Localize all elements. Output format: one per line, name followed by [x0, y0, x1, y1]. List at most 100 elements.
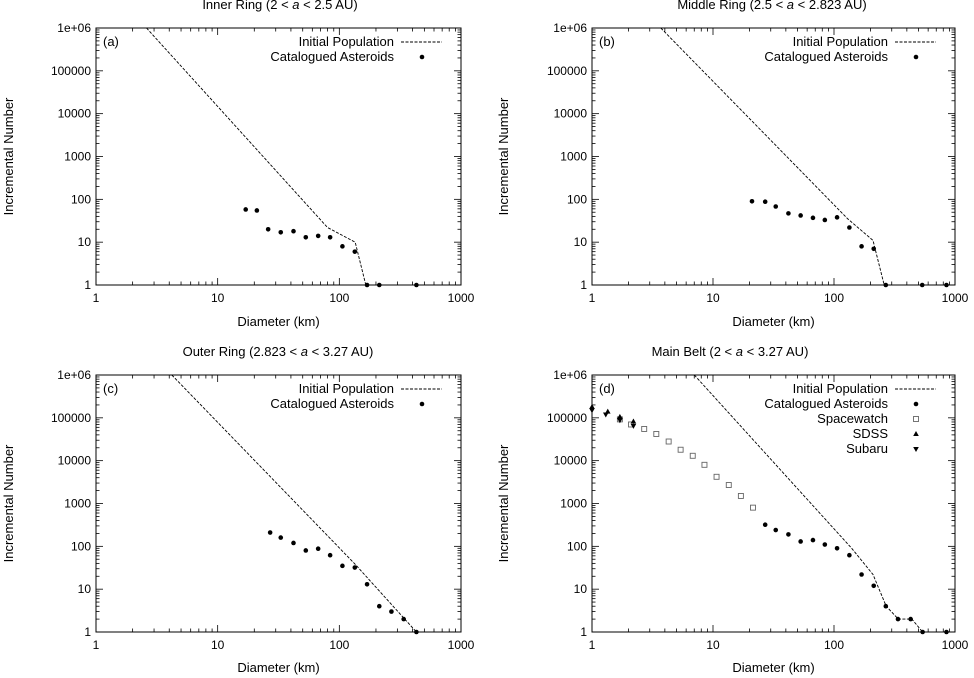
legend-swatch-catalogued-asteroids [419, 54, 425, 60]
catalogued-asteroids-point [352, 249, 358, 254]
spacewatch-point [677, 446, 684, 453]
catalogued-asteroids-point [944, 282, 949, 288]
catalogued-asteroids-point [749, 198, 755, 204]
chart-title-part: a [787, 0, 794, 12]
x-tick-label: 100 [329, 291, 349, 305]
spacewatch-point [750, 504, 756, 511]
catalogued-asteroids-point [762, 522, 768, 527]
sdss-point [604, 408, 611, 414]
x-tick-label: 10 [211, 638, 225, 652]
y-tick-label: 100 [567, 539, 587, 553]
y-tick-label: 1e+06 [553, 368, 587, 382]
y-tick-label: 10 [78, 235, 92, 249]
series-subaru [589, 408, 637, 429]
series-catalogued-asteroids [762, 522, 949, 635]
spacewatch-point [713, 473, 720, 480]
catalogued-asteroids-point [919, 282, 925, 288]
y-tick-label: 1e+06 [57, 21, 91, 35]
y-tick-label: 100000 [51, 64, 91, 78]
catalogued-asteroids-point [376, 282, 382, 288]
chart-panel-b: 1 10 100 1000 1 10 100 1000 10000 100000 1e+06 Midd… [496, 0, 969, 329]
y-axis-label: Incremental Number [496, 97, 511, 215]
spacewatch-point [701, 461, 708, 468]
y-tick-label: 1000 [560, 150, 587, 164]
chart-title: Outer Ring (2.823 < a < 3.27 AU) [183, 344, 374, 359]
x-axis-label: Diameter (km) [732, 660, 814, 675]
x-tick-label: 100 [329, 638, 349, 652]
x-tick-label: 100 [824, 638, 844, 652]
catalogued-asteroids-point [327, 234, 333, 240]
series-initial-population [693, 374, 947, 633]
catalogued-asteroids-point [810, 215, 816, 221]
legend-label-initial-population: Initial Population [299, 381, 394, 396]
legend-label-initial-population: Initial Population [299, 34, 394, 49]
x-axis-label: Diameter (km) [732, 314, 814, 329]
catalogued-asteroids-point [340, 244, 345, 249]
catalogued-asteroids-point [871, 583, 877, 589]
y-tick-label: 10 [574, 235, 588, 249]
y-tick-label: 10000 [554, 454, 588, 468]
spacewatch-point [689, 452, 696, 459]
chart-panel-a: 1 10 100 1000 1 10 100 1000 10000 100000 1e+06 Inne… [1, 0, 475, 329]
legend-label-catalogued-asteroids: Catalogued Asteroids [270, 396, 394, 411]
y-axis-label: Incremental Number [496, 444, 511, 562]
catalogued-asteroids-point [847, 552, 852, 558]
catalogued-asteroids-point [847, 225, 852, 230]
catalogued-asteroids-point [859, 244, 864, 249]
y-tick-label: 100 [71, 539, 91, 553]
legend-swatch-subaru [913, 447, 919, 452]
y-tick-label: 1000 [64, 150, 91, 164]
catalogued-asteroids-point [315, 233, 321, 239]
y-tick-label: 1 [84, 278, 91, 292]
initial-population-line [171, 374, 417, 633]
panel-label: (b) [599, 34, 615, 49]
catalogued-asteroids-point [352, 565, 358, 570]
catalogued-asteroids-point [267, 530, 273, 535]
series-catalogued-asteroids [267, 530, 419, 635]
x-tick-label: 1000 [448, 291, 475, 305]
y-tick-label: 10 [78, 582, 92, 596]
x-tick-label: 10 [211, 291, 225, 305]
chart-title-part: Main Belt (2 < [652, 344, 736, 359]
catalogued-asteroids-point [364, 581, 370, 587]
y-tick-label: 1 [84, 625, 91, 639]
catalogued-asteroids-point [859, 572, 864, 577]
x-axis-label: Diameter (km) [237, 660, 319, 675]
catalogued-asteroids-point [944, 629, 949, 635]
chart-title: Middle Ring (2.5 < a < 2.823 AU) [677, 0, 866, 12]
series-catalogued-asteroids [749, 198, 949, 288]
y-tick-label: 100000 [547, 411, 587, 425]
y-tick-label: 10000 [554, 107, 588, 121]
series-sdss [589, 403, 637, 424]
catalogued-asteroids-point [254, 208, 260, 213]
catalogued-asteroids-point [364, 282, 370, 288]
y-tick-label: 100000 [547, 64, 587, 78]
catalogued-asteroids-point [243, 207, 249, 212]
sdss-point [630, 418, 637, 424]
series-spacewatch [616, 416, 756, 511]
catalogued-asteroids-point [389, 609, 394, 614]
x-tick-label: 10 [706, 638, 720, 652]
legend-label-spacewatch: Spacewatch [817, 411, 888, 426]
legend-swatch-catalogued-asteroids [419, 401, 425, 407]
legend-swatch-catalogued-asteroids [913, 54, 919, 60]
spacewatch-point [725, 482, 732, 488]
x-tick-label: 1000 [448, 638, 475, 652]
y-tick-label: 100 [567, 192, 587, 206]
catalogued-asteroids-point [773, 204, 779, 209]
y-axis-label: Incremental Number [1, 444, 16, 562]
catalogued-asteroids-point [883, 282, 889, 288]
x-tick-label: 100 [824, 291, 844, 305]
y-tick-label: 1 [580, 625, 587, 639]
initial-population-line [660, 27, 885, 286]
chart-title-part: a [292, 0, 299, 12]
spacewatch-point [665, 438, 672, 445]
y-tick-label: 100 [71, 192, 91, 206]
series-catalogued-asteroids [243, 207, 419, 288]
chart-title-part: < 2.823 AU) [794, 0, 867, 12]
series-initial-population [171, 374, 417, 633]
chart-title-part: Middle Ring (2.5 < [677, 0, 786, 12]
